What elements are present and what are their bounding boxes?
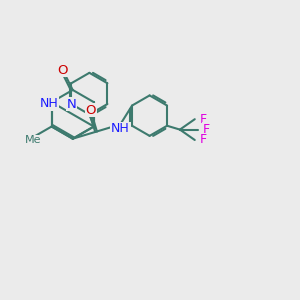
Text: NH: NH [39, 97, 58, 110]
Text: F: F [200, 113, 207, 126]
Text: O: O [86, 103, 96, 116]
Text: F: F [200, 134, 207, 146]
Text: O: O [58, 64, 68, 76]
Text: Me: Me [25, 136, 42, 146]
Text: F: F [202, 123, 210, 136]
Text: NH: NH [111, 122, 130, 135]
Text: N: N [67, 98, 76, 110]
